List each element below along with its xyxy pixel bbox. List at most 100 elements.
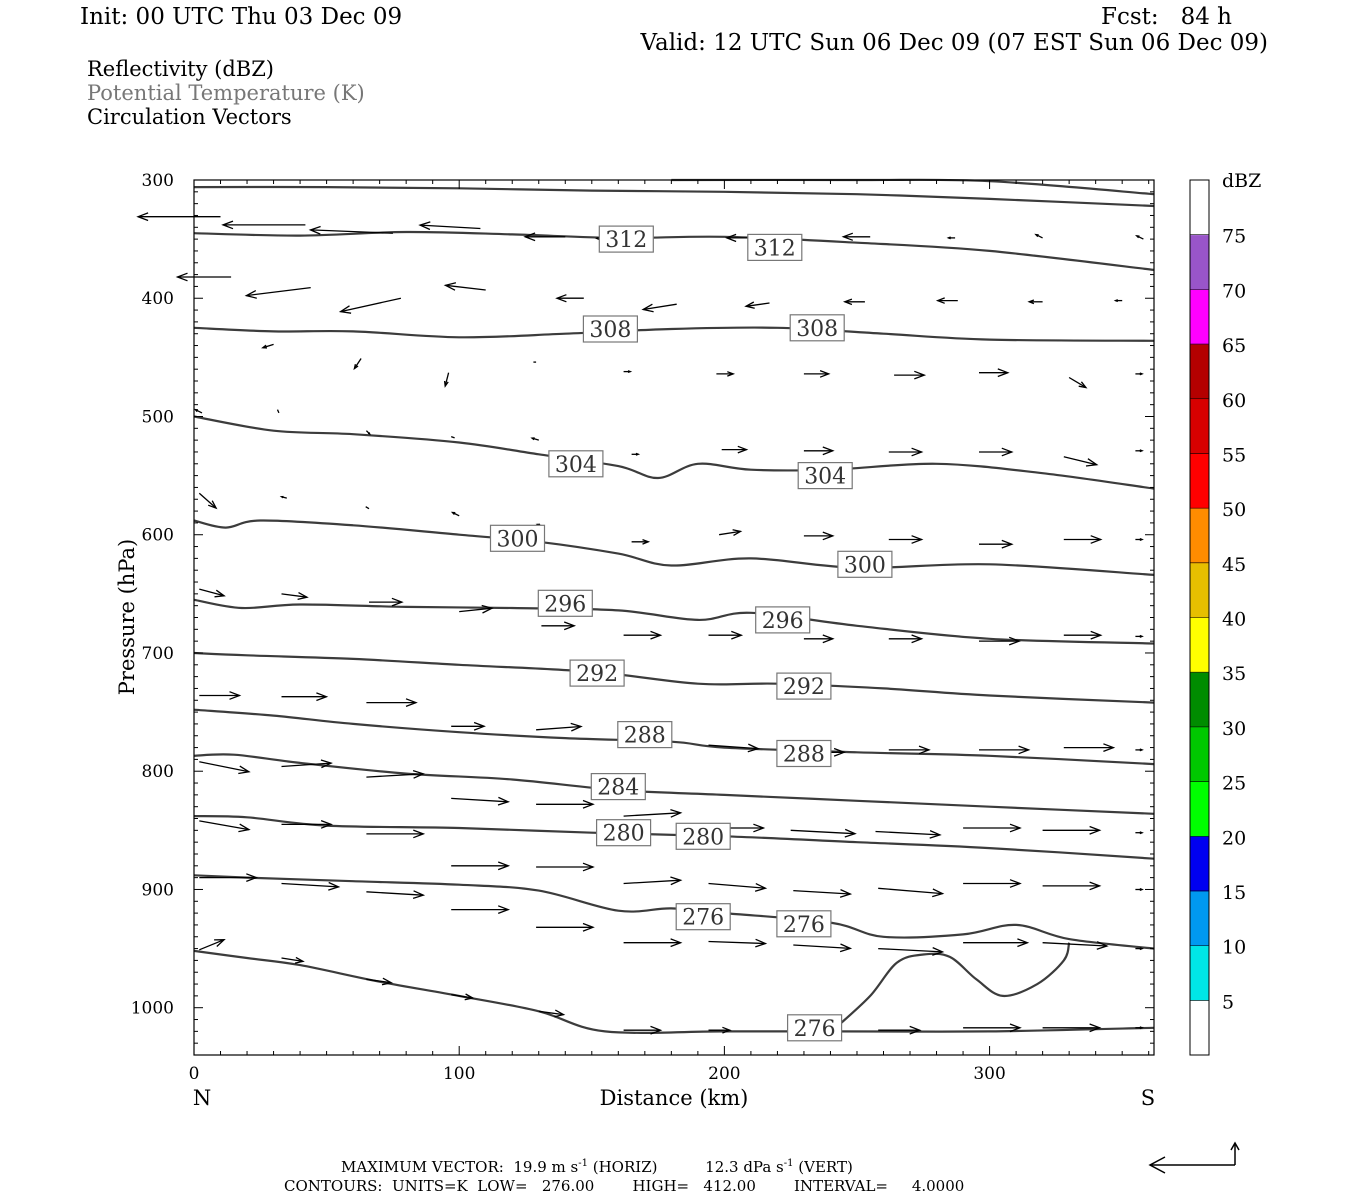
colorbar-swatch bbox=[1190, 890, 1209, 947]
colorbar-swatch bbox=[1190, 289, 1209, 345]
vector-arrow bbox=[1027, 299, 1043, 305]
vector-arrow bbox=[631, 538, 651, 545]
contour-label: 296 bbox=[537, 589, 593, 617]
vector-arrow bbox=[366, 977, 394, 986]
y-tick-label: 400 bbox=[142, 289, 174, 309]
y-tick-label: 300 bbox=[142, 171, 174, 191]
contour-label-text: 304 bbox=[555, 453, 597, 478]
field-circulation-vectors: Circulation Vectors bbox=[87, 105, 292, 129]
colorbar-swatch bbox=[1190, 781, 1209, 837]
colorbar-level-label: 75 bbox=[1222, 226, 1246, 248]
theta-contour-280 bbox=[193, 815, 1155, 860]
theta-contour-276 bbox=[193, 949, 1155, 1034]
contour-label: 312 bbox=[747, 233, 803, 261]
vector-arrow bbox=[451, 905, 511, 915]
theta-contour-308 bbox=[193, 326, 1155, 342]
contour-label: 304 bbox=[548, 450, 604, 478]
contour-label: 308 bbox=[582, 315, 639, 343]
vector-arrow bbox=[888, 745, 931, 755]
vector-arrow bbox=[708, 882, 768, 892]
vector-arrow bbox=[279, 495, 287, 499]
vector-arrow bbox=[353, 358, 362, 371]
contour-label-text: 280 bbox=[682, 825, 724, 850]
theta-contour-292 bbox=[193, 651, 1155, 704]
contour-label: 308 bbox=[789, 314, 845, 342]
vector-arrow bbox=[199, 761, 251, 775]
vector-arrow bbox=[175, 272, 232, 282]
vector-arrow bbox=[631, 452, 641, 456]
vector-arrow bbox=[281, 592, 309, 601]
vector-arrow bbox=[451, 993, 475, 1001]
vector-arrow bbox=[979, 447, 1014, 457]
colorbar-swatch bbox=[1190, 617, 1209, 673]
vector-arrow bbox=[536, 922, 595, 932]
vector-arrow bbox=[199, 873, 259, 883]
colorbar-unit: dBZ bbox=[1222, 170, 1261, 192]
vector-arrow bbox=[1135, 449, 1144, 453]
colorbar-level-label: 45 bbox=[1222, 554, 1246, 576]
vector-arrow bbox=[878, 887, 945, 898]
x-tick-label: 200 bbox=[708, 1064, 740, 1084]
reference-vector-icon bbox=[1148, 1141, 1240, 1174]
x-axis-label: Distance (km) bbox=[600, 1086, 749, 1110]
vector-arrow bbox=[281, 956, 305, 964]
contour-label: 312 bbox=[598, 225, 654, 253]
vector-arrow bbox=[244, 286, 311, 299]
vector-arrow bbox=[199, 939, 226, 951]
contour-label: 300 bbox=[837, 550, 893, 578]
vector-arrow bbox=[366, 829, 426, 839]
vector-arrow bbox=[946, 236, 956, 240]
contour-label-text: 308 bbox=[796, 317, 838, 342]
vector-arrow bbox=[1135, 831, 1144, 835]
vector-arrow bbox=[1042, 941, 1109, 950]
colorbar-swatch bbox=[1190, 836, 1209, 892]
vector-arrow bbox=[875, 830, 942, 839]
colorbar-swatch bbox=[1190, 672, 1209, 728]
contour-label: 288 bbox=[617, 720, 673, 749]
vector-arrow bbox=[721, 445, 749, 454]
colorbar-swatch bbox=[1190, 344, 1209, 400]
vector-arrow bbox=[623, 876, 683, 886]
vector-arrow bbox=[803, 634, 835, 644]
vector-arrow bbox=[538, 1009, 566, 1018]
vector-arrow bbox=[641, 303, 677, 313]
vector-arrow bbox=[1063, 630, 1103, 640]
contour-label: 300 bbox=[489, 524, 546, 552]
vector-arrow bbox=[1063, 456, 1099, 467]
vector-arrow bbox=[530, 437, 539, 441]
vector-arrow bbox=[708, 1026, 732, 1034]
vector-arrow bbox=[888, 535, 924, 544]
colorbar-level-label: 15 bbox=[1222, 882, 1246, 904]
y-axis-label: Pressure (hPa) bbox=[115, 539, 139, 695]
contour-label-text: 300 bbox=[844, 553, 886, 578]
vector-arrow bbox=[979, 539, 1014, 549]
theta-contour-296 bbox=[193, 598, 1155, 645]
contour-label-text: 292 bbox=[783, 675, 825, 700]
contour-label-text: 308 bbox=[589, 318, 631, 343]
theta-contour-288 bbox=[193, 708, 1155, 766]
contour-label-text: 276 bbox=[783, 913, 825, 938]
vector-arrow bbox=[1135, 634, 1144, 638]
vector-arrow bbox=[536, 862, 595, 872]
field-potential-temperature: Potential Temperature (K) bbox=[87, 81, 365, 105]
contour-label-text: 284 bbox=[597, 776, 639, 801]
vector-arrow bbox=[281, 759, 333, 769]
theta-contour-284 bbox=[193, 753, 1155, 815]
vector-arrow bbox=[963, 879, 1022, 888]
vector-arrow bbox=[878, 1025, 922, 1035]
valid-time: Valid: 12 UTC Sun 06 Dec 09 (07 EST Sun … bbox=[640, 30, 1268, 56]
vector-arrow bbox=[623, 630, 663, 640]
vector-arrow bbox=[841, 232, 871, 241]
vector-arrow bbox=[623, 938, 683, 948]
contour-label: 288 bbox=[776, 739, 832, 768]
theta-contour-300 bbox=[193, 519, 1155, 576]
contours-note: CONTOURS: UNITS=K LOW= 276.00 HIGH= 412.… bbox=[284, 1177, 965, 1195]
y-tick-label: 800 bbox=[142, 762, 174, 782]
vector-arrow bbox=[450, 511, 460, 517]
colorbar-level-label: 30 bbox=[1222, 718, 1246, 740]
vector-arrow bbox=[878, 947, 945, 956]
vector-arrow bbox=[744, 301, 770, 309]
vector-arrow bbox=[523, 232, 566, 242]
vector-arrow bbox=[193, 408, 203, 414]
vector-arrow bbox=[451, 721, 486, 731]
